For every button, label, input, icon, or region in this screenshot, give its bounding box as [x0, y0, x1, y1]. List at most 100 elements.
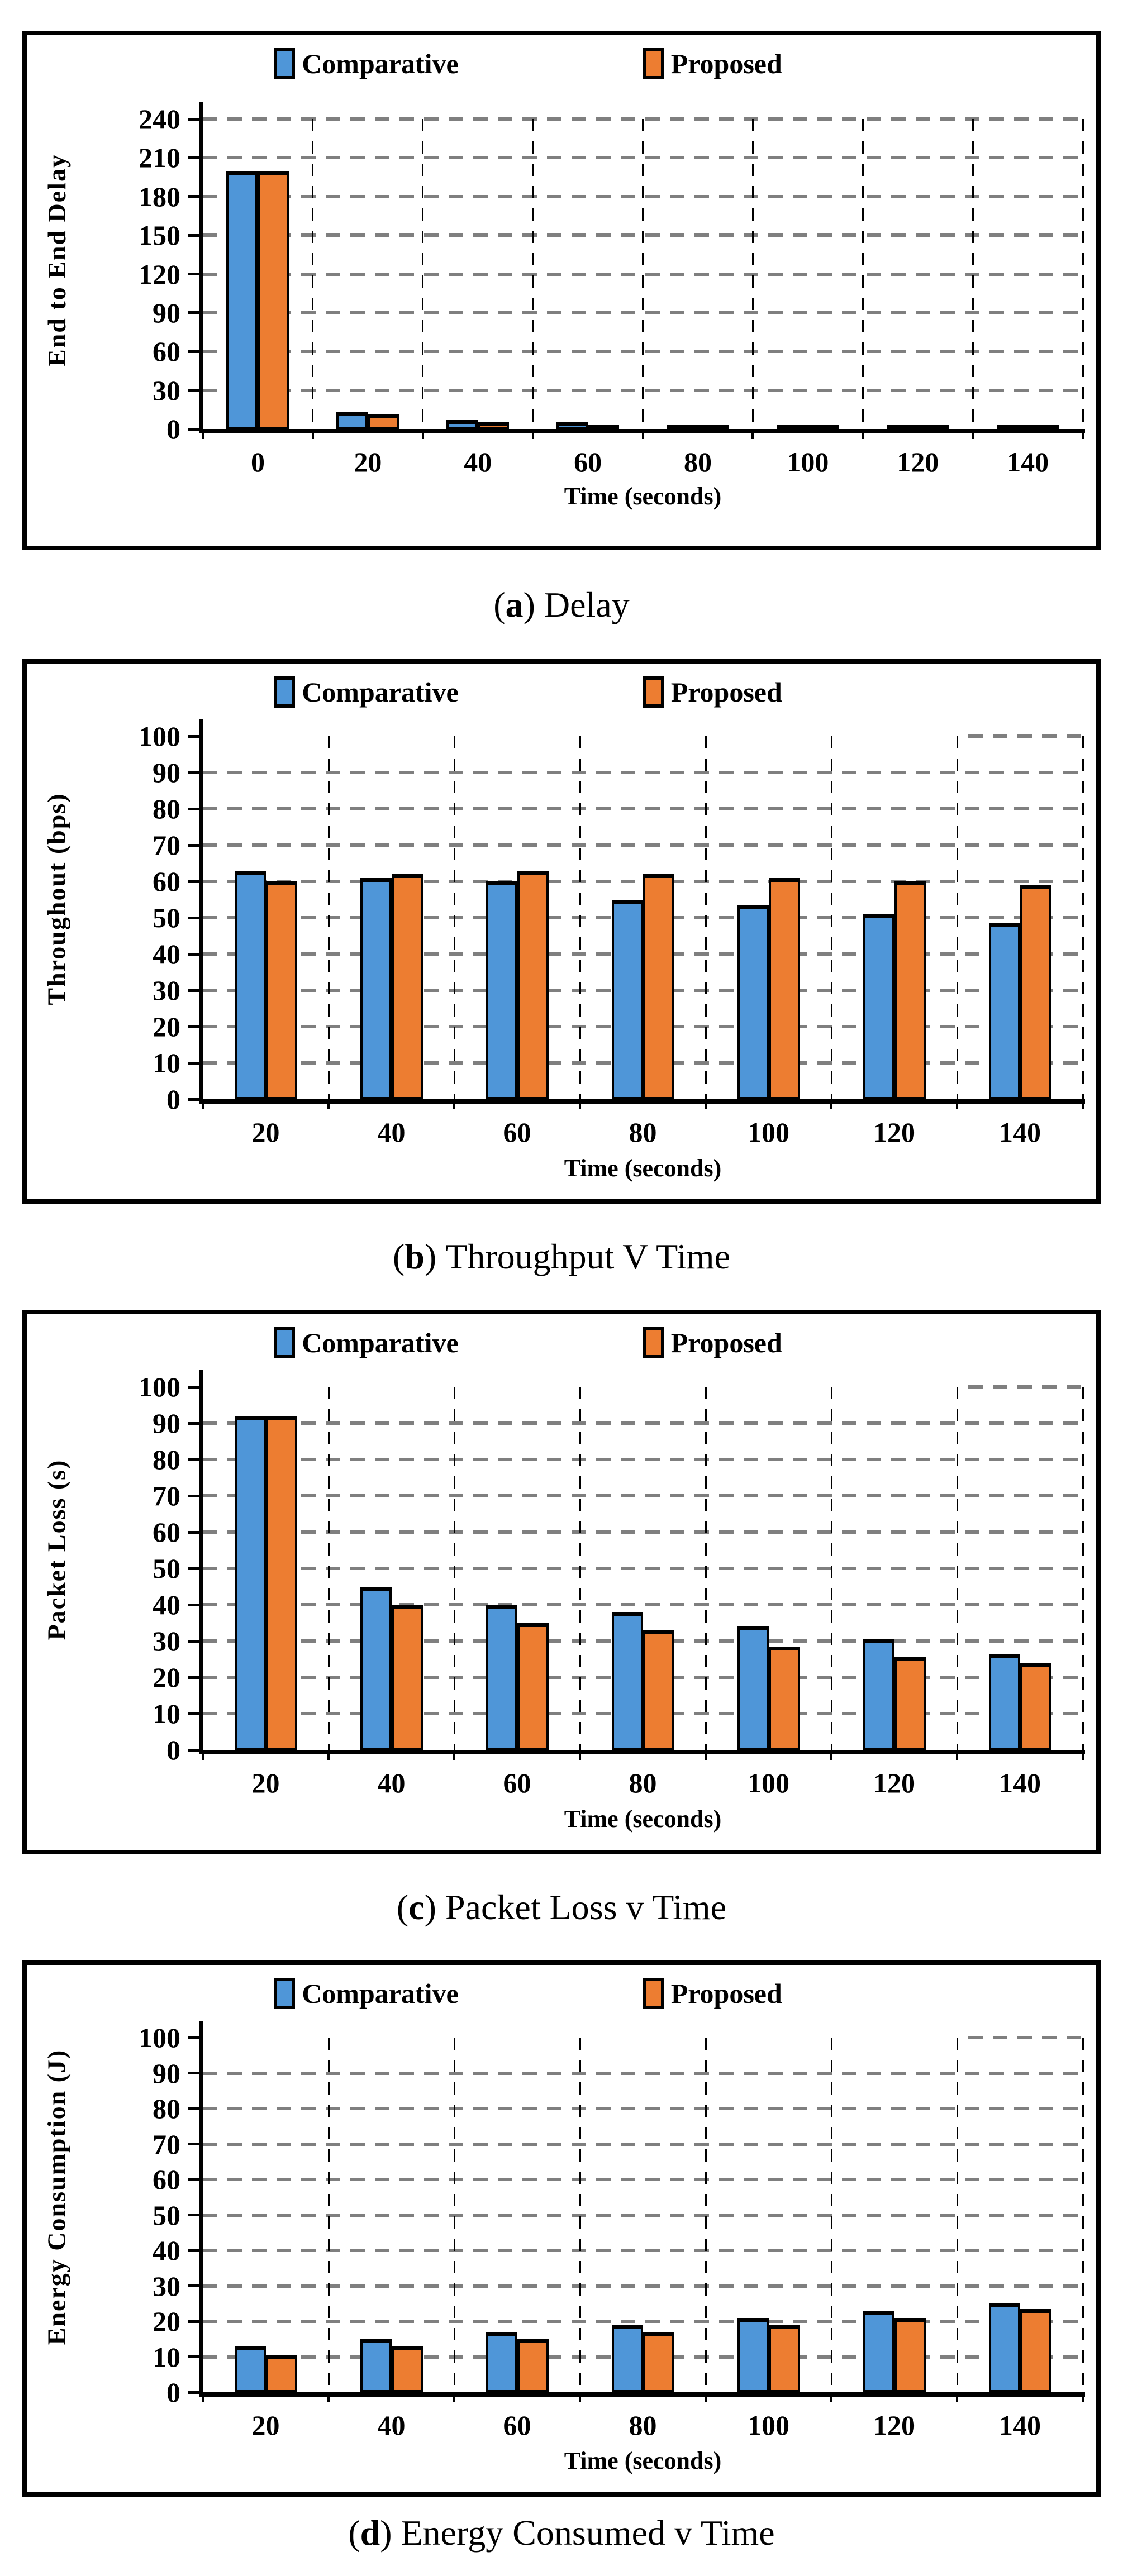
bar-proposed — [265, 881, 297, 1099]
bar-comparative — [611, 1612, 643, 1750]
y-tick-label: 0 — [166, 1084, 180, 1115]
category-divider — [956, 736, 958, 1099]
y-axis-tick — [188, 1603, 199, 1606]
chart-panel-energy: Comparative Proposed Energy Consumption … — [22, 1960, 1101, 2497]
legend: Comparative Proposed — [0, 1327, 1063, 1359]
x-axis-line — [199, 1750, 1085, 1754]
x-axis-tick — [862, 429, 864, 439]
legend-item-comparative: Comparative — [274, 676, 459, 708]
y-tick-label: 30 — [153, 975, 180, 1006]
bar-comparative — [737, 2317, 769, 2392]
y-axis-tick — [188, 2178, 199, 2181]
bar-proposed — [894, 2317, 926, 2392]
y-axis-tick — [188, 2214, 199, 2216]
legend-swatch-proposed-icon — [643, 1327, 664, 1358]
gridline — [203, 2178, 1083, 2181]
x-tick-label: 100 — [787, 446, 829, 478]
bar-comparative — [336, 411, 368, 429]
x-axis-tick — [1082, 1750, 1084, 1760]
legend: Comparative Proposed — [0, 1977, 1063, 2010]
y-axis-tick — [188, 311, 199, 314]
bar-proposed — [1020, 2308, 1051, 2392]
x-tick-label: 120 — [897, 446, 939, 478]
y-axis-tick — [188, 2320, 199, 2323]
x-axis-title: Time (seconds) — [564, 483, 722, 510]
x-axis-tick — [1082, 429, 1084, 439]
y-tick-label: 100 — [139, 1371, 180, 1403]
x-axis-tick — [202, 429, 204, 439]
y-axis-title: Throughout (bps) — [42, 793, 71, 1006]
x-tick-label: 140 — [999, 1767, 1041, 1799]
bar-proposed — [391, 1605, 423, 1750]
x-tick-label: 100 — [748, 1117, 789, 1148]
bar-comparative — [737, 905, 769, 1099]
gridline — [203, 1494, 1083, 1497]
bar-comparative — [486, 1605, 517, 1750]
legend-swatch-proposed-icon — [643, 1978, 664, 2009]
category-divider — [453, 1387, 455, 1750]
y-tick-label: 20 — [153, 1662, 180, 1693]
y-axis-tick — [188, 1676, 199, 1679]
y-tick-label: 0 — [166, 413, 180, 445]
bar-proposed — [894, 1657, 926, 1750]
gridline — [203, 1458, 1083, 1461]
bar-proposed — [768, 2325, 800, 2392]
y-axis-tick — [188, 771, 199, 774]
legend-item-proposed: Proposed — [643, 47, 782, 80]
chart-panel-delay: Comparative Proposed End to End Delay 0 3… — [22, 31, 1101, 550]
y-axis-tick — [188, 1530, 199, 1534]
y-axis-tick — [188, 1061, 199, 1065]
x-tick-label: 100 — [748, 2410, 789, 2441]
y-tick-label: 40 — [153, 2235, 180, 2266]
x-axis-tick — [202, 1099, 204, 1109]
x-tick-label: 80 — [683, 446, 712, 478]
y-axis-title: End to End Delay — [42, 153, 71, 366]
bar-proposed — [478, 422, 510, 429]
x-tick-label: 20 — [354, 446, 382, 478]
category-divider — [751, 119, 754, 429]
y-axis-tick — [188, 2036, 199, 2039]
x-axis-tick — [751, 429, 754, 439]
caption-c: (c) Packet Loss v Time — [396, 1887, 727, 1927]
legend: Comparative Proposed — [0, 47, 1063, 80]
caption-text: Packet Loss v Time — [445, 1887, 727, 1927]
bar-proposed — [517, 2339, 549, 2392]
caption-d: (d) Energy Consumed v Time — [348, 2513, 775, 2553]
bar-comparative — [226, 170, 258, 429]
y-tick-label: 90 — [153, 297, 180, 328]
y-axis-line — [199, 2021, 203, 2392]
gridline — [203, 1421, 1083, 1425]
bar-proposed — [894, 881, 926, 1099]
y-axis-tick — [188, 734, 199, 738]
bar-comparative — [611, 899, 643, 1099]
legend-item-proposed: Proposed — [643, 676, 782, 708]
x-axis-tick — [705, 2392, 707, 2402]
category-divider — [453, 2038, 455, 2392]
y-axis-tick — [188, 916, 199, 919]
category-divider — [312, 119, 314, 429]
gridline — [203, 807, 1083, 810]
y-axis-tick — [188, 1458, 199, 1461]
x-tick-label: 80 — [629, 1117, 657, 1148]
y-axis-tick — [188, 273, 199, 275]
legend-swatch-proposed-icon — [643, 676, 664, 708]
x-tick-label: 20 — [251, 1767, 280, 1799]
category-divider — [830, 1387, 832, 1750]
x-tick-label: 120 — [873, 2410, 915, 2441]
x-axis-tick — [202, 1750, 204, 1760]
y-axis-tick — [188, 2249, 199, 2252]
y-tick-label: 10 — [153, 1698, 180, 1729]
bar-comparative — [988, 923, 1020, 1099]
bar-proposed — [1020, 1663, 1051, 1750]
y-axis-tick — [188, 2072, 199, 2074]
y-tick-label: 100 — [139, 2022, 180, 2053]
caption-letter: b — [405, 1237, 425, 1276]
legend-item-comparative: Comparative — [274, 1327, 459, 1359]
x-axis-line — [199, 429, 1085, 433]
gridline — [203, 2071, 1083, 2075]
caption-a: (a) Delay — [493, 584, 630, 624]
gridline — [203, 843, 1083, 847]
gridline — [203, 2213, 1083, 2217]
bar-comparative — [234, 1416, 266, 1750]
bar-proposed — [391, 2346, 423, 2392]
